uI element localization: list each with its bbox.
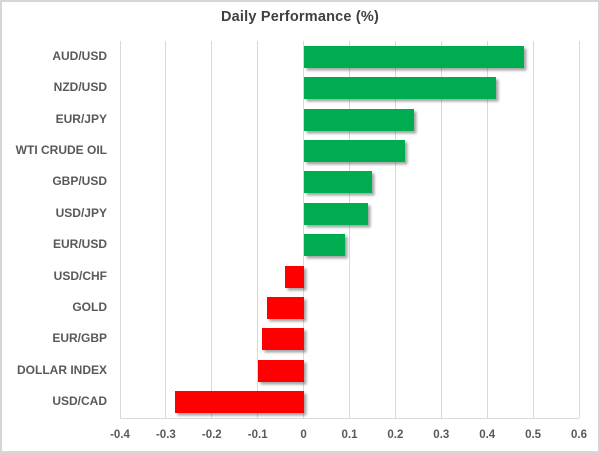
bar-usd-cad [175, 391, 304, 414]
gridline [486, 41, 488, 418]
category-label-wti-crude-oil: WTI CRUDE OIL [15, 142, 107, 157]
bar-dollar-index [257, 359, 304, 382]
category-label-gbp-usd: GBP/USD [52, 174, 107, 189]
bar-wti-crude-oil [303, 139, 405, 162]
x-tick-label: -0.4 [110, 429, 130, 441]
category-label-eur-gbp: EUR/GBP [52, 331, 107, 346]
gridline [165, 41, 167, 418]
category-label-eur-jpy: EUR/JPY [55, 111, 107, 126]
gridline [349, 41, 350, 418]
category-label-usd-jpy: USD/JPY [55, 205, 107, 220]
gridline [394, 41, 396, 418]
category-label-aud-usd: AUD/USD [52, 48, 107, 63]
x-tick-label: 0.4 [479, 429, 496, 441]
gridline [119, 41, 121, 418]
bar-eur-usd [303, 234, 345, 257]
x-axis: -0.4 -0.3 -0.2 -0.1 0 0.1 0.2 0.3 0.4 0.5 0.6 [110, 429, 587, 449]
gridline [303, 41, 305, 418]
x-tick-label: -0.3 [155, 429, 176, 441]
category-label-usd-cad: USD/CAD [52, 394, 107, 409]
bar-eur-jpy [303, 108, 414, 131]
gridline [440, 41, 442, 418]
chart-title: Daily Performance (%) [220, 9, 380, 25]
category-label-dollar-index: DOLLAR INDEX [17, 362, 107, 377]
x-tick-label: 0.5 [525, 429, 542, 441]
bar-nzd-usd [303, 77, 497, 100]
category-label-usd-chf: USD/CHF [53, 268, 107, 283]
bar-gold [266, 297, 304, 320]
category-label-gold: GOLD [72, 300, 107, 315]
x-tick-label: 0 [300, 429, 307, 441]
bar-aud-usd [303, 45, 524, 68]
bar-eur-gbp [262, 328, 304, 351]
bar-usd-chf [285, 265, 304, 288]
bar-gbp-usd [303, 171, 373, 194]
x-tick-label: -0.2 [201, 429, 222, 441]
bar-usd-jpy [303, 202, 368, 225]
x-tick-label: 0.6 [571, 429, 587, 441]
gridline [211, 41, 213, 418]
category-label-nzd-usd: NZD/USD [53, 80, 107, 95]
x-tick-label: 0.1 [341, 429, 358, 441]
gridline [257, 41, 259, 418]
category-label-eur-usd: EUR/USD [52, 237, 107, 252]
gridline [532, 41, 534, 418]
gridline [578, 41, 580, 418]
x-tick-label: 0.2 [387, 429, 404, 441]
category-axis: AUD/USD NZD/USD EUR/JPY WTI CRUDE OIL GBP/US… [2, 41, 107, 418]
x-tick-label: 0.3 [433, 429, 450, 441]
x-tick-label: -0.1 [247, 429, 268, 441]
plot-area [119, 41, 580, 419]
